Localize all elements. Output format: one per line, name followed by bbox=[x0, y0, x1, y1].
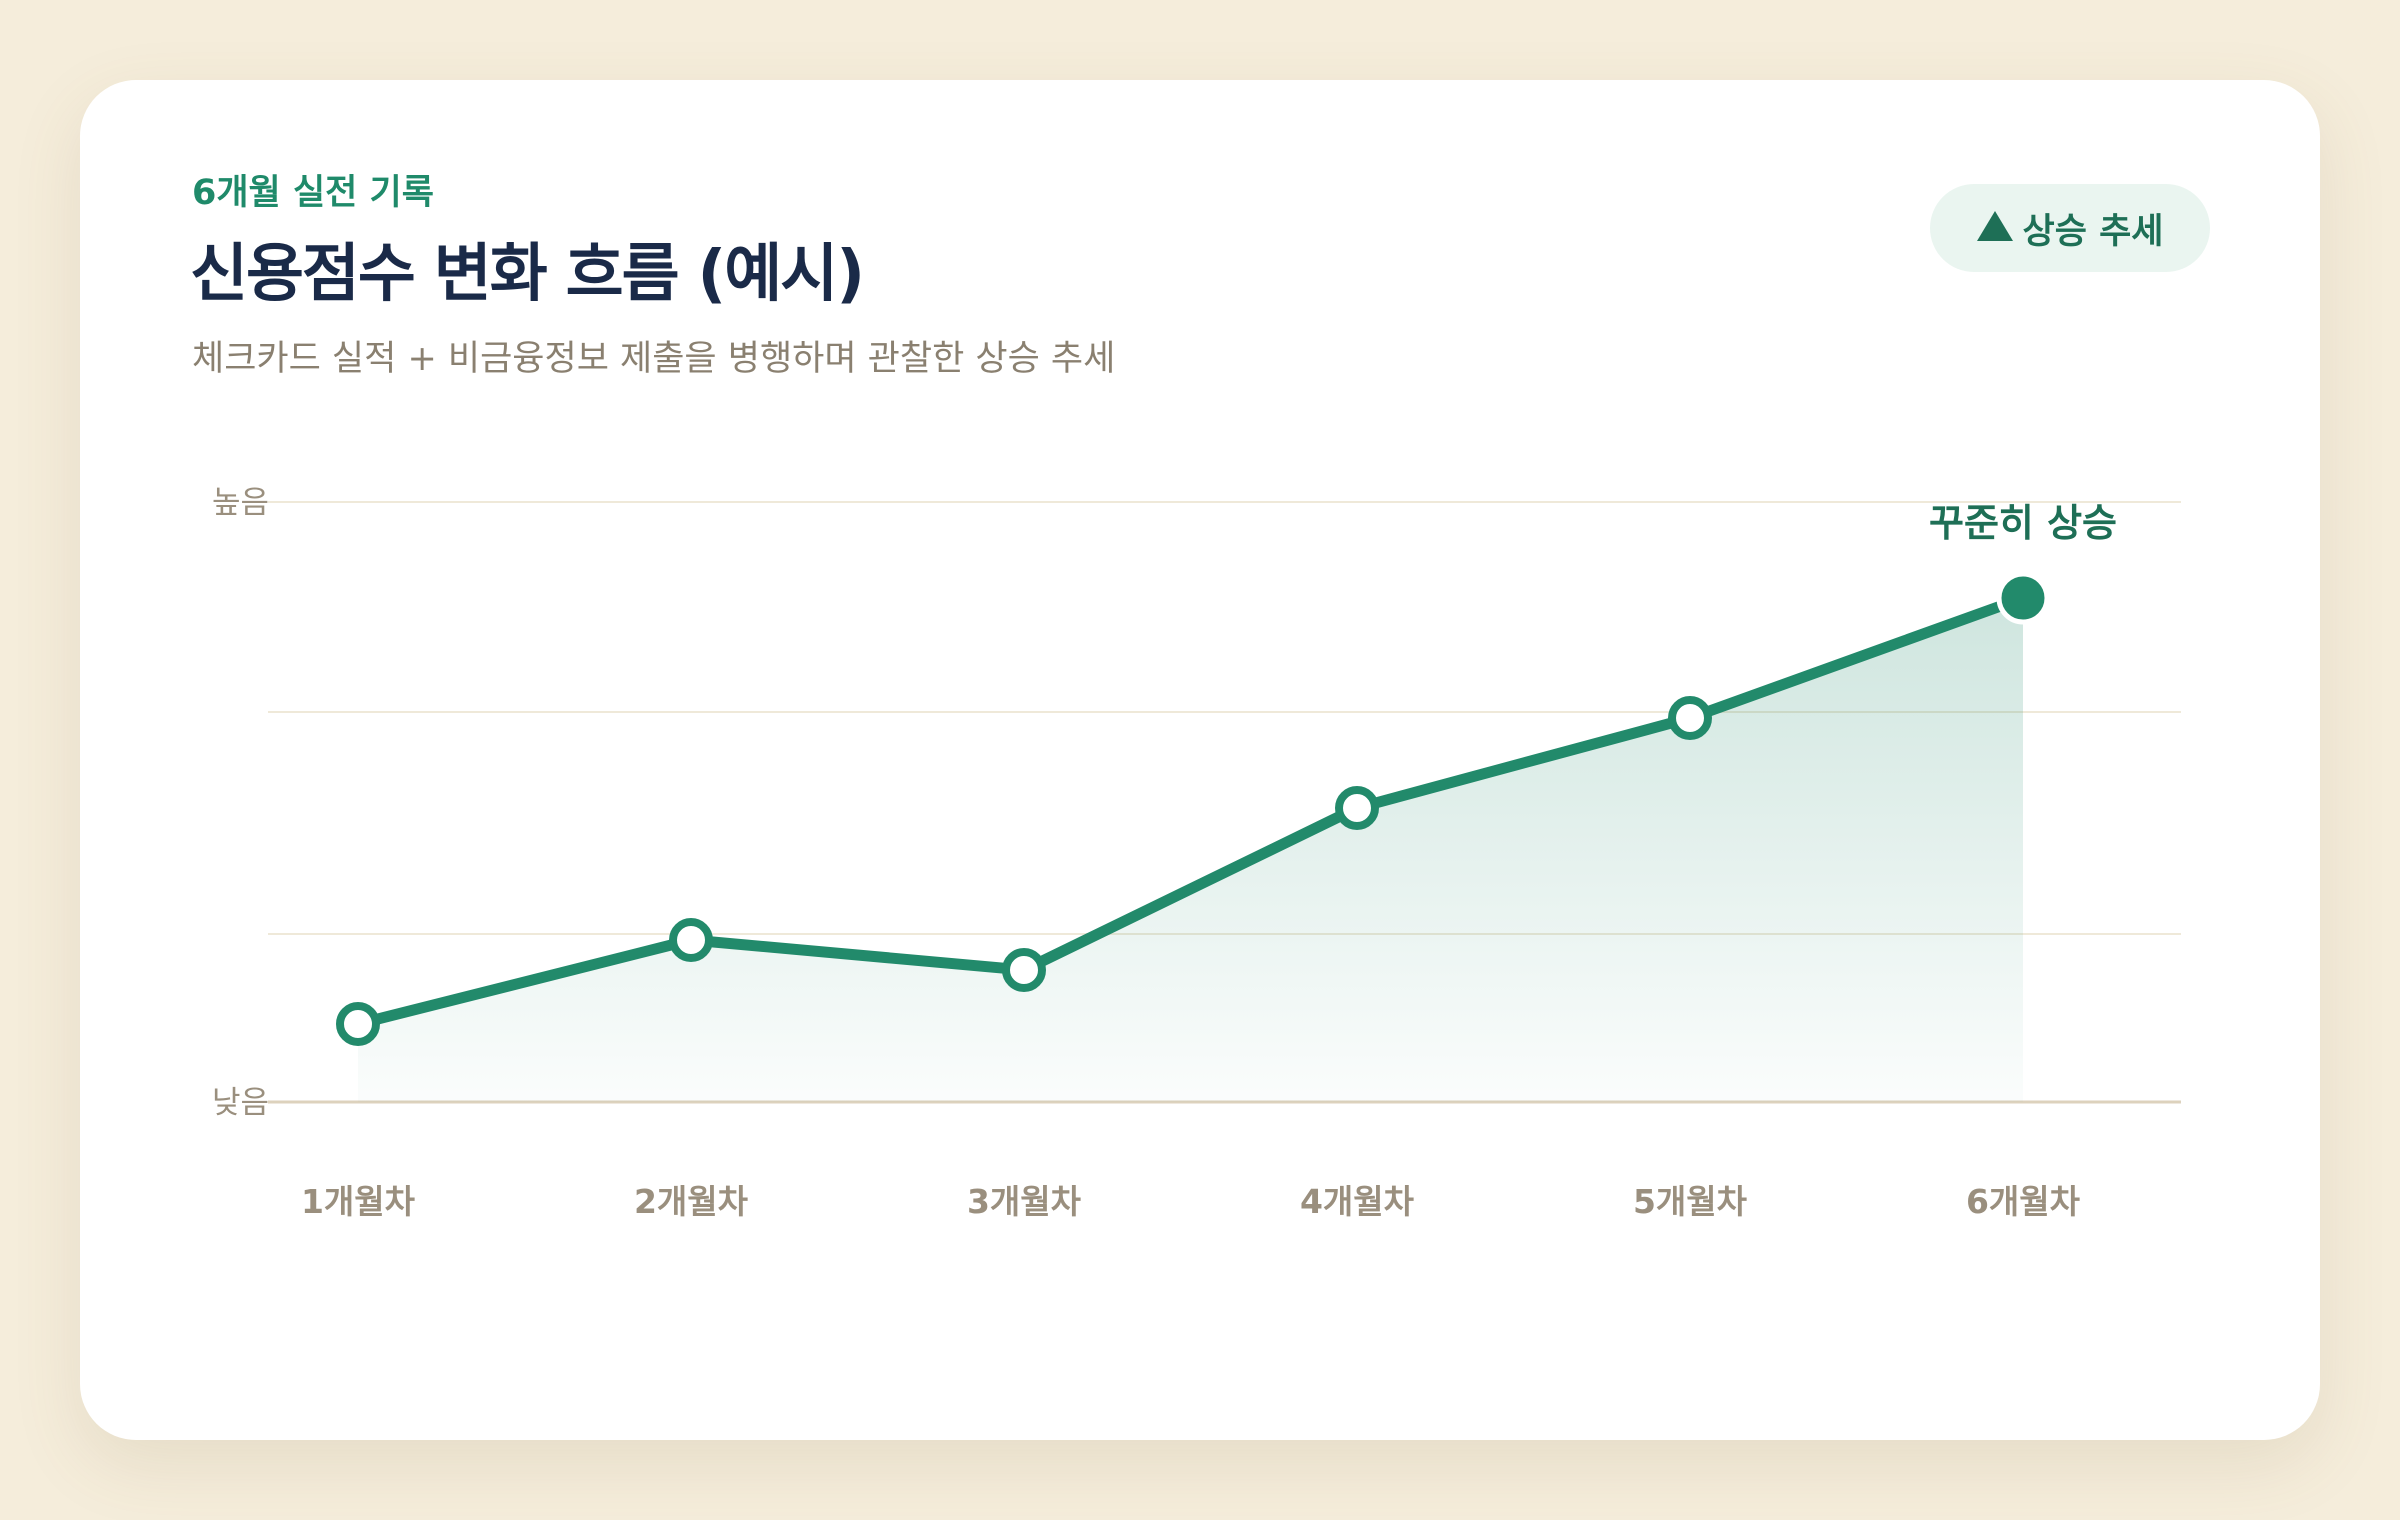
annotations: 꾸준히 상승 bbox=[1929, 501, 2117, 545]
data-point bbox=[1335, 786, 1379, 830]
data-point-highlight bbox=[1996, 571, 2050, 625]
data-points bbox=[336, 571, 2050, 1046]
x-tick-label: 2개월차 bbox=[634, 1182, 749, 1221]
series-area bbox=[358, 598, 2023, 1102]
data-point bbox=[1002, 948, 1046, 992]
trend-badge: 상승 추세 bbox=[1930, 184, 2210, 272]
y-tick-label: 낮음 bbox=[212, 1085, 269, 1121]
data-point bbox=[669, 918, 713, 962]
x-tick-label: 1개월차 bbox=[301, 1182, 416, 1221]
y-tick-label: 높음 bbox=[212, 485, 269, 521]
data-point bbox=[1668, 696, 1712, 740]
x-axis-labels: 1개월차 2개월차 3개월차 4개월차 5개월차 6개월차 bbox=[301, 1182, 2081, 1221]
x-tick-label: 4개월차 bbox=[1300, 1182, 1415, 1221]
chart-title: 신용점수 변화 흐름 (예시) bbox=[190, 237, 865, 310]
chart-card: 6개월 실전 기록 신용점수 변화 흐름 (예시) 체크카드 실적 + 비금융정… bbox=[80, 80, 2320, 1440]
area-fill bbox=[358, 598, 2023, 1102]
series-polyline bbox=[352, 592, 2029, 1030]
chart-subtitle: 체크카드 실적 + 비금융정보 제출을 병행하며 관찰한 상승 추세 bbox=[192, 339, 1116, 379]
trend-badge-label: 상승 추세 bbox=[2022, 211, 2164, 252]
series-line bbox=[352, 592, 2029, 1030]
eyebrow-label: 6개월 실전 기록 bbox=[192, 173, 434, 213]
data-point bbox=[336, 1002, 380, 1046]
x-tick-label: 5개월차 bbox=[1633, 1182, 1748, 1221]
annotation-label: 꾸준히 상승 bbox=[1929, 501, 2117, 545]
x-tick-label: 6개월차 bbox=[1966, 1182, 2081, 1221]
x-tick-label: 3개월차 bbox=[967, 1182, 1082, 1221]
triangle-up-icon bbox=[1976, 211, 2013, 241]
